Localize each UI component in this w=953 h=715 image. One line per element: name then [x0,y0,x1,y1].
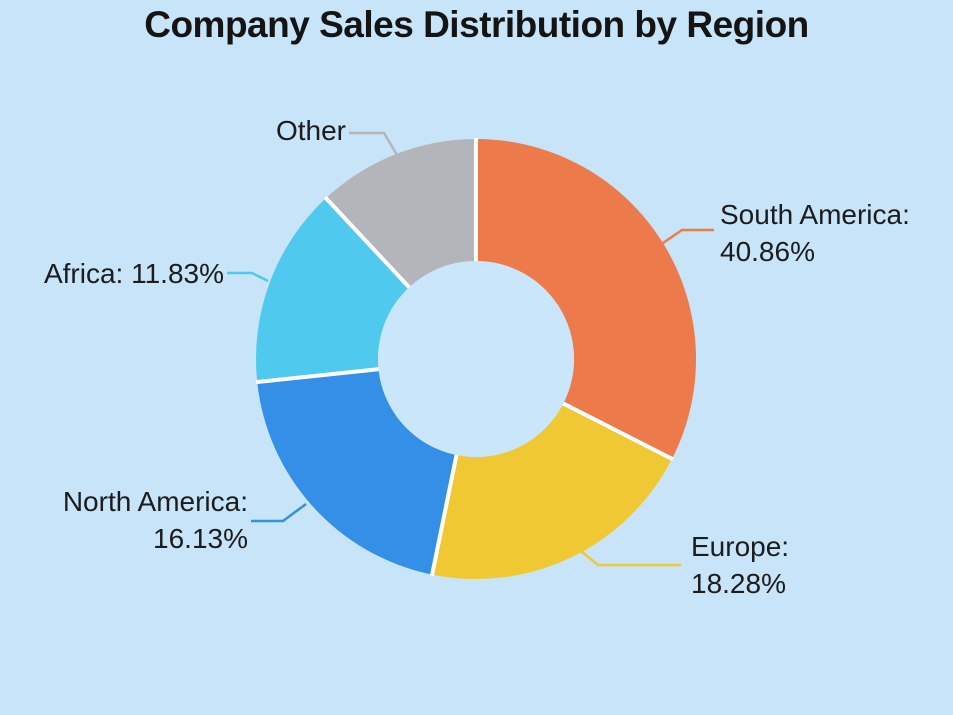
chart-title: Company Sales Distribution by Region [144,4,809,45]
callout-label: Africa: 11.83% [43,258,224,289]
slice-separator [560,400,674,462]
slice-separator [256,367,381,385]
slice-europe [432,403,673,579]
callout-label: Europe: [691,531,790,562]
callout-label: North America: [62,486,248,517]
callout-value: 40.86% [720,236,815,267]
callout-africa: Africa: 11.83% [44,255,224,292]
slice-africa [256,198,410,382]
leader-line-africa [227,271,269,283]
donut-hole [378,261,574,457]
callout-value: 16.13% [153,523,248,554]
leader-line-other [349,131,399,156]
callout-value: 18.28% [691,568,786,599]
leader-line-europe [580,550,681,567]
slice-south-america [476,139,696,459]
callout-other: Other [276,112,346,149]
slice-separator [323,196,412,291]
callout-label: Other [275,115,346,146]
leader-line-south-america [662,228,714,245]
slice-separator [429,452,459,576]
callout-north-america: North America: 16.13% [63,483,248,557]
callout-label: South America: [720,199,910,230]
slice-other [325,139,476,288]
callout-south-america: South America: 40.86% [720,196,910,270]
leader-line-north-america [251,502,307,523]
slice-north-america [257,369,457,575]
callout-europe: Europe: 18.28% [691,528,789,602]
